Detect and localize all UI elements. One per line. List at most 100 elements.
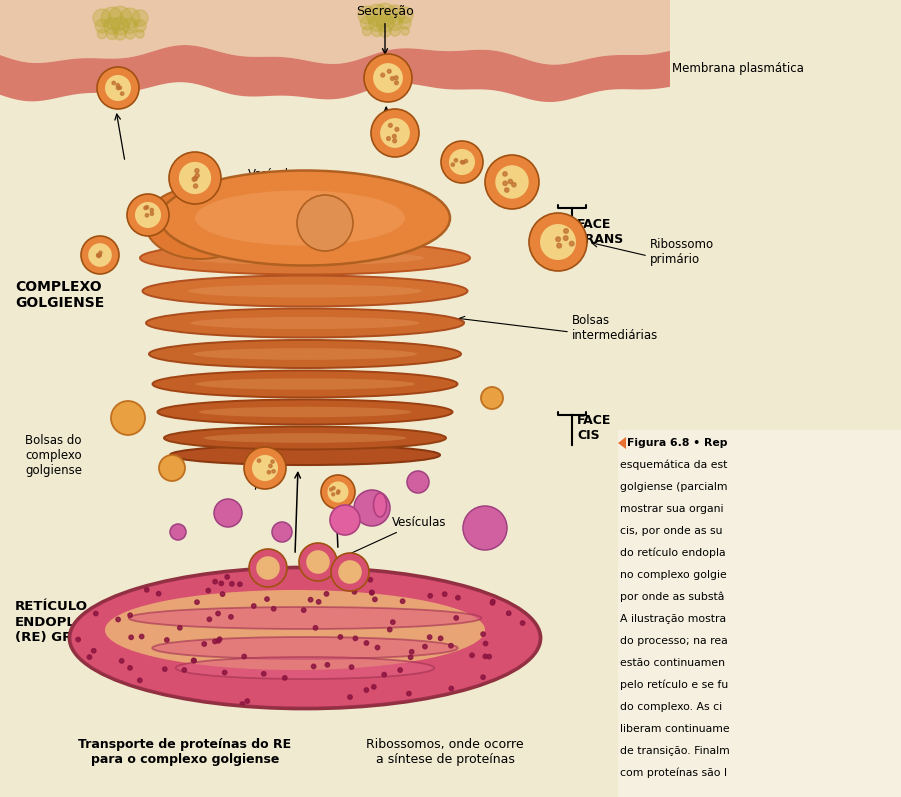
Circle shape [428, 594, 432, 598]
Text: pelo retículo e se fu: pelo retículo e se fu [620, 680, 728, 690]
Circle shape [140, 634, 144, 638]
Circle shape [331, 553, 369, 591]
Circle shape [557, 243, 561, 248]
Circle shape [369, 578, 372, 582]
Circle shape [162, 667, 167, 671]
Text: Bolsas
intermediárias: Bolsas intermediárias [572, 314, 659, 342]
Text: mostrar sua organi: mostrar sua organi [620, 504, 724, 514]
Circle shape [505, 188, 509, 192]
Circle shape [521, 621, 524, 625]
Circle shape [491, 599, 495, 604]
Circle shape [373, 3, 396, 27]
Circle shape [442, 592, 447, 596]
Circle shape [132, 10, 148, 26]
Circle shape [192, 177, 196, 182]
Circle shape [111, 17, 129, 35]
Circle shape [116, 84, 120, 87]
Text: Membrana plasmática: Membrana plasmática [672, 61, 804, 74]
Circle shape [481, 632, 486, 636]
Text: Bolsas do
complexo
golgiense: Bolsas do complexo golgiense [25, 434, 82, 477]
Polygon shape [0, 0, 670, 65]
Circle shape [138, 678, 142, 682]
Text: Figura 6.8 • Rep: Figura 6.8 • Rep [627, 438, 727, 448]
Circle shape [118, 86, 122, 89]
Circle shape [348, 695, 352, 699]
Ellipse shape [190, 317, 420, 329]
Circle shape [96, 19, 109, 33]
Circle shape [324, 591, 329, 596]
Circle shape [182, 668, 187, 672]
Circle shape [194, 176, 197, 180]
Circle shape [261, 672, 266, 676]
Circle shape [360, 16, 374, 29]
Circle shape [213, 579, 217, 584]
Circle shape [395, 76, 398, 80]
Ellipse shape [170, 445, 440, 465]
Circle shape [316, 599, 321, 604]
Circle shape [364, 641, 369, 646]
Circle shape [114, 28, 126, 40]
Circle shape [332, 486, 335, 489]
Circle shape [314, 626, 318, 630]
Circle shape [336, 491, 340, 494]
Circle shape [225, 575, 230, 579]
Circle shape [398, 668, 403, 672]
Circle shape [195, 169, 199, 173]
Circle shape [379, 25, 391, 37]
Circle shape [179, 162, 211, 194]
Circle shape [373, 63, 403, 93]
Circle shape [97, 67, 139, 109]
Circle shape [387, 69, 391, 73]
Circle shape [353, 636, 358, 641]
Circle shape [388, 124, 392, 128]
Ellipse shape [164, 426, 446, 450]
Circle shape [366, 4, 387, 26]
Circle shape [381, 73, 385, 77]
Text: FACE
TRANS: FACE TRANS [577, 218, 624, 246]
Circle shape [135, 202, 161, 228]
Circle shape [144, 206, 147, 210]
Circle shape [202, 642, 206, 646]
Circle shape [104, 18, 120, 34]
Circle shape [87, 655, 92, 659]
Text: por onde as substâ: por onde as substâ [620, 591, 724, 603]
Circle shape [108, 6, 132, 29]
Text: do processo; na rea: do processo; na rea [620, 636, 728, 646]
Circle shape [216, 638, 221, 643]
Circle shape [464, 159, 468, 163]
Circle shape [312, 664, 316, 669]
Text: de transição. Finalm: de transição. Finalm [620, 746, 730, 756]
Ellipse shape [152, 371, 458, 398]
Circle shape [485, 155, 539, 209]
Ellipse shape [195, 190, 405, 245]
Circle shape [481, 387, 503, 409]
Circle shape [540, 224, 576, 260]
Ellipse shape [176, 657, 434, 679]
Circle shape [390, 77, 395, 80]
Circle shape [508, 179, 513, 183]
Circle shape [196, 174, 199, 178]
Circle shape [376, 646, 379, 650]
Text: do retículo endopla: do retículo endopla [620, 548, 725, 558]
Circle shape [461, 161, 465, 164]
Circle shape [229, 614, 233, 619]
Circle shape [221, 592, 224, 596]
Circle shape [352, 590, 357, 594]
Text: Vesículas: Vesículas [336, 516, 447, 560]
Circle shape [283, 676, 287, 680]
Circle shape [98, 253, 102, 257]
Circle shape [503, 172, 507, 176]
Circle shape [385, 5, 405, 25]
Circle shape [460, 160, 464, 164]
Circle shape [564, 229, 569, 234]
Ellipse shape [146, 308, 464, 337]
Circle shape [408, 655, 413, 659]
Circle shape [242, 654, 246, 659]
Text: liberam continuame: liberam continuame [620, 724, 730, 734]
Circle shape [177, 626, 182, 630]
Circle shape [397, 7, 413, 23]
Ellipse shape [187, 251, 423, 265]
Circle shape [249, 549, 287, 587]
Circle shape [330, 488, 332, 491]
Circle shape [223, 670, 227, 675]
